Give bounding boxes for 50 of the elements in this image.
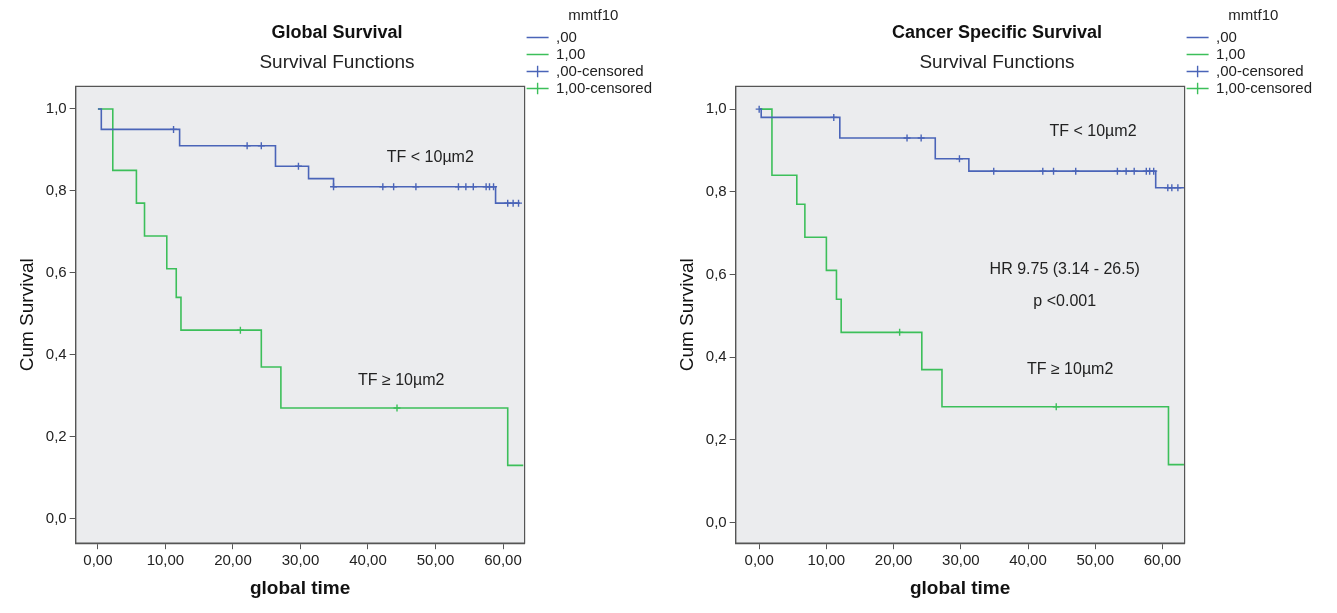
x-axis-title: global time bbox=[909, 576, 1011, 598]
y-tick-label: 0,2 bbox=[45, 426, 67, 444]
y-tick-label: 1,0 bbox=[45, 99, 67, 117]
legend-label: ,00-censored bbox=[1216, 61, 1304, 79]
legend-label: ,00 bbox=[1216, 27, 1237, 45]
y-tick-label: 0,6 bbox=[705, 264, 727, 282]
x-tick-label: 20,00 bbox=[874, 551, 913, 569]
annotation: TF ≥ 10µm2 bbox=[1026, 360, 1114, 378]
legend-label: 1,00-censored bbox=[1216, 78, 1313, 96]
x-tick-label: 50,00 bbox=[416, 551, 455, 569]
annotation: TF < 10µm2 bbox=[386, 147, 474, 165]
legend-label: ,00-censored bbox=[556, 61, 644, 79]
x-tick-label: 50,00 bbox=[1076, 551, 1114, 569]
x-tick-label: 30,00 bbox=[942, 551, 980, 569]
y-tick-label: 0,2 bbox=[705, 429, 727, 447]
chart-title: Global Survival bbox=[271, 21, 403, 42]
annotation: TF < 10µm2 bbox=[1049, 122, 1137, 140]
x-tick-label: 0,00 bbox=[83, 551, 113, 569]
x-tick-label: 10,00 bbox=[807, 551, 846, 569]
legend-label: 1,00 bbox=[1216, 44, 1246, 62]
x-axis-title: global time bbox=[249, 576, 351, 598]
legend-label: 1,00 bbox=[556, 44, 586, 62]
y-tick-label: 1,0 bbox=[705, 99, 727, 117]
x-tick-label: 60,00 bbox=[484, 551, 522, 569]
legend-label: ,00 bbox=[556, 27, 577, 45]
legend-title: mmtf10 bbox=[568, 5, 619, 23]
x-tick-label: 10,00 bbox=[146, 551, 185, 569]
y-axis-title: Cum Survival bbox=[15, 258, 37, 372]
x-tick-label: 40,00 bbox=[1009, 551, 1047, 569]
y-tick-label: 0,8 bbox=[45, 181, 67, 199]
y-axis-title: Cum Survival bbox=[675, 258, 697, 372]
x-tick-label: 30,00 bbox=[281, 551, 320, 569]
chart-title: Cancer Specific Survival bbox=[891, 21, 1103, 42]
x-tick-label: 20,00 bbox=[214, 551, 252, 569]
chart-subtitle: Survival Functions bbox=[919, 51, 1075, 73]
y-tick-label: 0,8 bbox=[705, 181, 727, 199]
x-tick-label: 40,00 bbox=[349, 551, 387, 569]
annotation: HR 9.75 (3.14 - 26.5) bbox=[989, 259, 1140, 277]
legend-label: 1,00-censored bbox=[556, 78, 653, 96]
x-tick-label: 60,00 bbox=[1143, 551, 1182, 569]
y-tick-label: 0,0 bbox=[45, 508, 67, 526]
annotation: TF ≥ 10µm2 bbox=[357, 370, 445, 388]
x-tick-label: 0,00 bbox=[744, 551, 774, 569]
y-tick-label: 0,4 bbox=[45, 344, 67, 362]
y-tick-label: 0,0 bbox=[705, 512, 727, 530]
legend-title: mmtf10 bbox=[1228, 5, 1279, 23]
annotation: p <0.001 bbox=[1033, 291, 1097, 309]
chart-subtitle: Survival Functions bbox=[259, 51, 415, 73]
y-tick-label: 0,6 bbox=[45, 262, 67, 280]
y-tick-label: 0,4 bbox=[705, 347, 727, 365]
